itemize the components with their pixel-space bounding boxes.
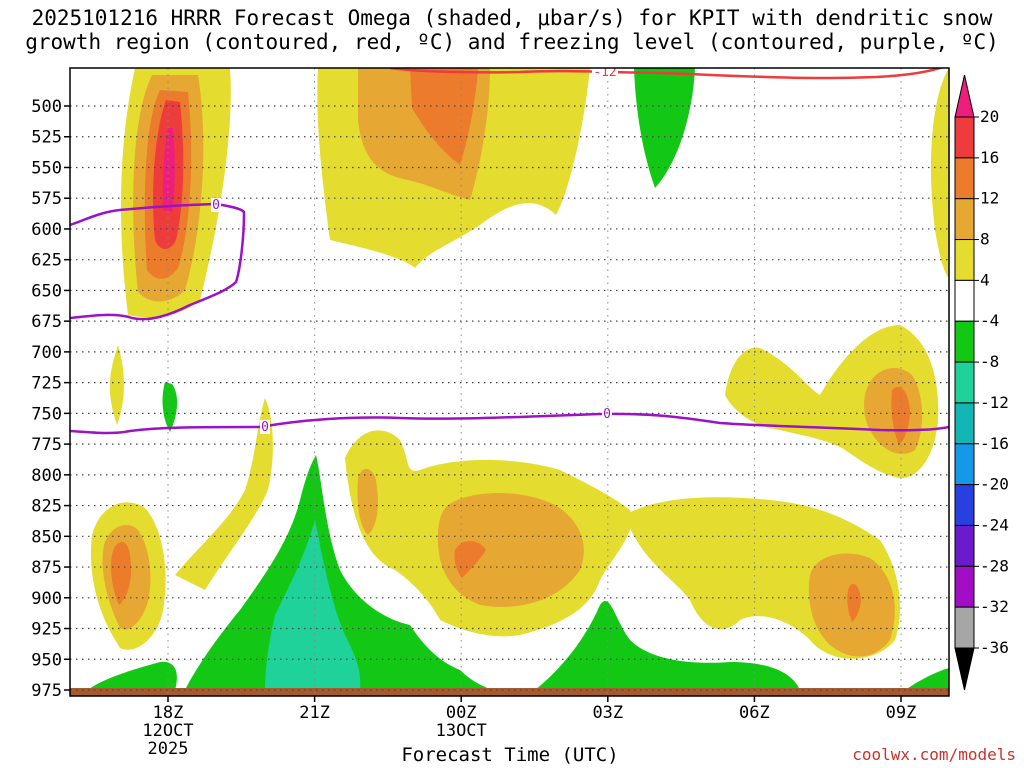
colorbar-label: -28 — [980, 556, 1009, 575]
omega-region-minus4-upper — [634, 68, 695, 188]
omega-region-8-lower-center-a — [357, 468, 378, 535]
colorbar-bin — [954, 402, 975, 445]
colorbar-bottom-arrow — [954, 647, 975, 691]
omega-region-minus4-lower — [185, 455, 492, 690]
colorbar-label: 20 — [980, 107, 999, 126]
colorbar-label: -12 — [980, 393, 1009, 412]
y-tick-label: 625 — [31, 251, 62, 271]
colorbar-bin — [954, 116, 975, 159]
y-tick-label: 525 — [31, 128, 62, 148]
credit-link[interactable]: coolwx.com/models — [852, 745, 1016, 764]
freezing-level-lower — [70, 412, 949, 435]
y-tick-label: 650 — [31, 281, 62, 301]
y-tick-label: 925 — [31, 620, 62, 640]
freezing-label-lower-b: 0 — [603, 407, 611, 422]
colorbar-bin — [954, 198, 975, 241]
y-tick-label: 700 — [31, 343, 62, 363]
y-tick-label: 950 — [31, 650, 62, 670]
colorbar-label: 8 — [980, 230, 990, 249]
y-tick-label: 775 — [31, 435, 62, 455]
y-tick-label: 875 — [31, 558, 62, 578]
y-axis: 500 525 550 575 600 625 650 675 700 725 750 775 800 8… — [31, 97, 70, 701]
omega-region-minus8-lower — [265, 520, 361, 690]
x-tick-date: 12OCT — [142, 721, 193, 741]
omega-region-minus4-small-blob — [162, 382, 178, 432]
x-tick-label: 21Z — [299, 703, 330, 723]
y-tick-label: 725 — [31, 374, 62, 394]
colorbar-label: -36 — [980, 638, 1009, 657]
grid — [70, 68, 949, 696]
freezing-level-upper — [70, 202, 246, 321]
colorbar: 20 16 12 8 4 -4 -8 -12 -16 -20 -24 -28 -32 -36 — [954, 74, 1009, 691]
omega-region-20-upper-left — [162, 128, 175, 212]
colorbar-bin — [954, 443, 975, 486]
colorbar-label: 12 — [980, 189, 999, 208]
title-line-2: growth region (contoured, red, ºC) and f… — [25, 30, 999, 54]
colorbar-bin — [954, 524, 975, 567]
colorbar-label: -4 — [980, 311, 999, 330]
x-tick-label: 03Z — [592, 703, 623, 723]
y-tick-label: 850 — [31, 527, 62, 547]
colorbar-label: -20 — [980, 475, 1009, 494]
freezing-label-upper: 0 — [212, 198, 220, 213]
x-axis-title: Forecast Time (UTC) — [401, 744, 619, 766]
colorbar-label: 16 — [980, 148, 999, 167]
y-tick-label: 500 — [31, 97, 62, 117]
colorbar-label: -16 — [980, 434, 1009, 453]
omega-region-minus4-bottom-center — [535, 600, 800, 690]
ground-strip — [70, 688, 949, 696]
omega-shading — [70, 68, 949, 696]
omega-region-4-right-edge — [930, 68, 949, 278]
x-tick-date: 13OCT — [436, 721, 487, 741]
y-tick-label: 975 — [31, 681, 62, 701]
x-tick-label: 00Z — [446, 703, 477, 723]
colorbar-top-arrow — [954, 74, 975, 118]
omega-region-minus4-bottom-left — [88, 661, 177, 690]
omega-region-4-strand — [175, 398, 273, 590]
omega-region-minus4-bottom-right — [905, 668, 949, 690]
chart-title: 2025101216 HRRR Forecast Omega (shaded, … — [0, 6, 1024, 54]
colorbar-bin — [954, 279, 975, 322]
x-tick-label: 18Z — [153, 703, 184, 723]
freezing-label-lower-a: 0 — [261, 420, 269, 435]
dgz-contour-line — [389, 68, 945, 80]
dgz-contour-label: -12 — [593, 65, 616, 80]
colorbar-label: 4 — [980, 270, 990, 289]
omega-region-8-lower-center-b — [437, 492, 584, 607]
omega-region-12-lower-right — [847, 583, 861, 622]
y-tick-label: 800 — [31, 466, 62, 486]
colorbar-label: -8 — [980, 352, 999, 371]
colorbar-bin — [954, 606, 975, 649]
omega-region-4-small-blob — [109, 345, 124, 425]
colorbar-bin — [954, 484, 975, 526]
y-tick-label: 550 — [31, 158, 62, 178]
y-tick-label: 575 — [31, 189, 62, 209]
colorbar-bin — [954, 361, 975, 404]
y-tick-label: 600 — [31, 220, 62, 240]
colorbar-bin — [954, 157, 975, 200]
x-tick-label: 06Z — [739, 703, 770, 723]
y-tick-label: 825 — [31, 497, 62, 517]
colorbar-bin — [954, 565, 975, 608]
title-line-1: 2025101216 HRRR Forecast Omega (shaded, … — [31, 6, 993, 30]
colorbar-bin — [954, 239, 975, 281]
omega-region-12-lower-center — [454, 541, 486, 578]
y-tick-label: 675 — [31, 312, 62, 332]
colorbar-bin — [954, 320, 975, 363]
x-tick-label: 09Z — [886, 703, 917, 723]
y-tick-label: 900 — [31, 589, 62, 609]
colorbar-label: -32 — [980, 597, 1009, 616]
y-tick-label: 750 — [31, 404, 62, 424]
x-tick-year: 2025 — [148, 739, 189, 759]
omega-region-12-lower-left — [111, 541, 132, 605]
colorbar-label: -24 — [980, 515, 1009, 534]
